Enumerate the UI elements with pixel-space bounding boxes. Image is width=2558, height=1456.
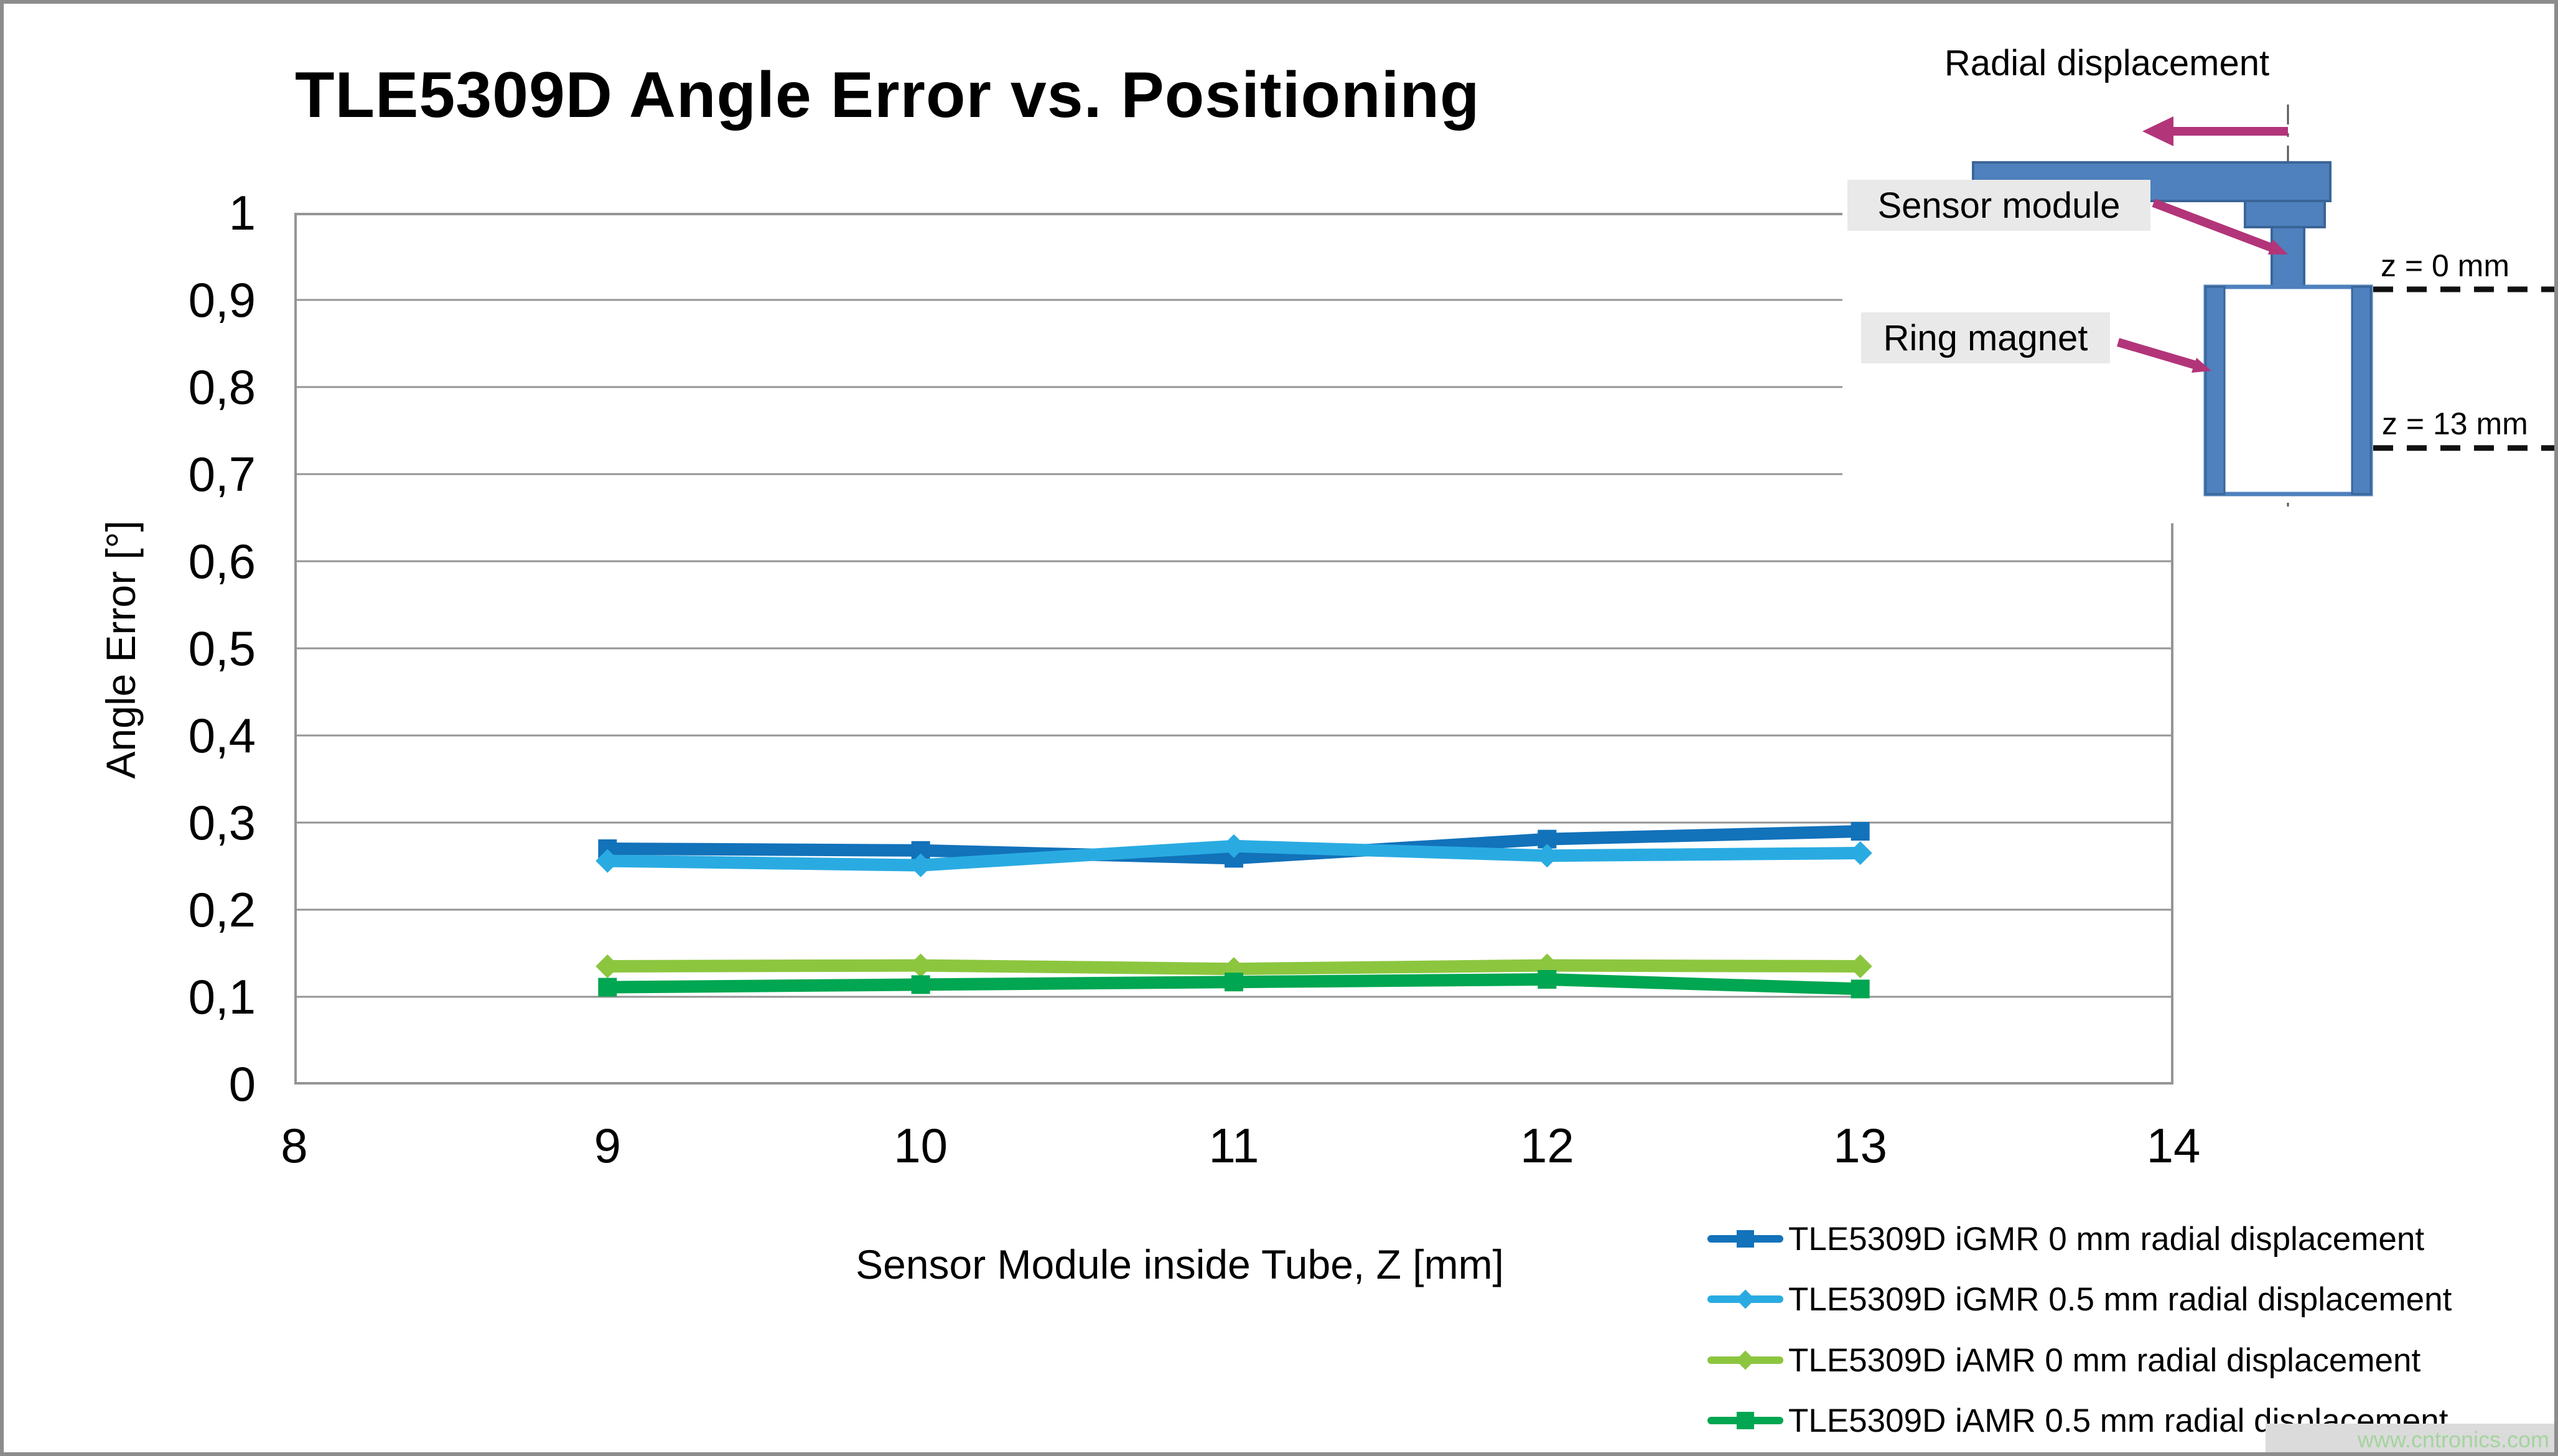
radial-displacement-label: Radial displacement: [1944, 43, 2270, 83]
data-point-marker: [1848, 841, 1872, 866]
plot-area: [294, 213, 2173, 1085]
data-point-marker: [1221, 834, 1246, 858]
x-axis-title: Sensor Module inside Tube, Z [mm]: [856, 1241, 1504, 1287]
legend-label: TLE5309D iGMR 0.5 mm radial displacement: [1788, 1281, 2452, 1318]
y-tick-label: 0,3: [188, 795, 256, 850]
ring-magnet-left-wall: [2205, 286, 2226, 495]
legend-shape: [1737, 1412, 1754, 1429]
y-tick-label: 0,9: [188, 273, 256, 327]
data-point-marker: [1851, 979, 1870, 999]
y-tick-label: 0,6: [188, 534, 256, 589]
data-point-marker: [1538, 970, 1557, 989]
data-point-marker: [595, 849, 620, 873]
y-tick-label: 0: [228, 1057, 256, 1111]
sensor-magnet-diagram: [1972, 105, 2554, 509]
plot-border: [294, 213, 2173, 1085]
data-point-marker: [911, 975, 930, 994]
legend-marker-diamond: [1707, 1287, 1783, 1312]
z13-label: z = 13 mm: [2382, 406, 2528, 441]
legend-shape: [1735, 1350, 1755, 1370]
data-point-marker: [598, 978, 617, 997]
legend-label: TLE5309D iAMR 0 mm radial displacement: [1788, 1342, 2421, 1379]
sensor-module-label: Sensor module: [1847, 180, 2150, 231]
ring-magnet-outline: [2203, 284, 2373, 497]
ring-magnet-right-wall: [2351, 286, 2372, 495]
ring-magnet-pointer: [2117, 338, 2201, 371]
legend-marker-diamond: [1707, 1348, 1783, 1373]
ring-magnet-label: Ring magnet: [1861, 312, 2110, 363]
data-point-marker: [1225, 973, 1243, 992]
legend-shape: [1737, 1230, 1754, 1248]
x-tick-label: 12: [1519, 1118, 1574, 1173]
data-point-marker: [1848, 954, 1872, 979]
legend-item: TLE5309D iGMR 0 mm radial displacement: [1707, 1219, 2424, 1259]
radial-displacement-arrowhead: [2142, 116, 2173, 146]
chart-title: TLE5309D Angle Error vs. Positioning: [295, 59, 1480, 131]
y-tick-label: 0,5: [188, 621, 256, 676]
sensor-module-pointer: [2152, 198, 2280, 254]
watermark-strip: www.cntronics.com: [2266, 1424, 2554, 1452]
legend-item: TLE5309D iAMR 0 mm radial displacement: [1707, 1340, 2420, 1380]
sensor-module-pointer-tip: [2268, 240, 2288, 254]
x-tick-label: 10: [894, 1118, 948, 1173]
x-tick-label: 9: [594, 1118, 622, 1173]
y-tick-label: 0,8: [188, 360, 256, 414]
sensor-module-shape: [2271, 226, 2305, 291]
ring-magnet-pointer-tip: [2192, 358, 2211, 373]
connector-shape: [2244, 200, 2326, 228]
x-tick-label: 14: [2146, 1118, 2201, 1173]
y-tick-label: 0,7: [188, 447, 256, 502]
y-tick-label: 1: [228, 185, 256, 240]
x-tick-label: 11: [1208, 1118, 1259, 1173]
x-tick-label: 13: [1833, 1118, 1888, 1173]
watermark-text: www.cntronics.com: [2357, 1427, 2549, 1452]
legend-shape: [1735, 1289, 1755, 1309]
legend-item: TLE5309D iGMR 0.5 mm radial displacement: [1707, 1279, 2452, 1319]
legend-marker-square: [1707, 1226, 1783, 1251]
data-point-marker: [908, 853, 933, 877]
data-point-marker: [595, 954, 620, 979]
y-tick-label: 0,2: [188, 882, 256, 937]
diagram-panel: [1842, 17, 2554, 523]
y-tick-label: 0,4: [188, 708, 256, 763]
x-tick-label: 8: [281, 1118, 308, 1173]
z0-label: z = 0 mm: [2381, 248, 2509, 283]
legend-label: TLE5309D iGMR 0 mm radial displacement: [1788, 1220, 2425, 1258]
legend-marker-square: [1707, 1408, 1783, 1433]
data-point-marker: [1851, 822, 1870, 841]
y-tick-label: 0,1: [188, 969, 256, 1024]
data-point-marker: [908, 953, 933, 978]
